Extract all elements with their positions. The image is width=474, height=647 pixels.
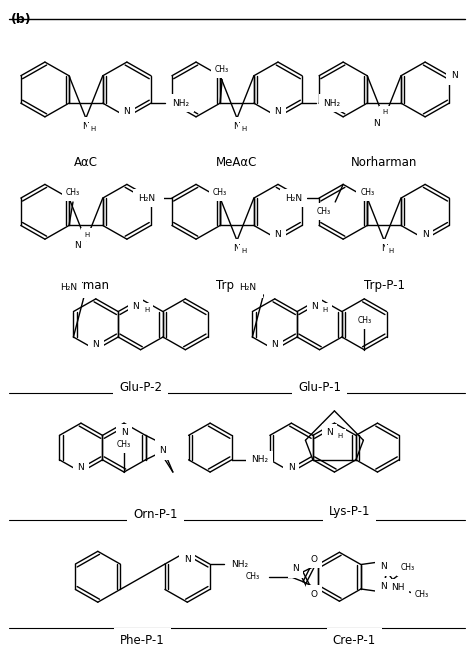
Text: H: H — [241, 126, 246, 132]
Text: NH₂: NH₂ — [231, 560, 248, 569]
Text: N: N — [381, 244, 388, 253]
Text: N: N — [274, 107, 282, 116]
Text: AαC: AαC — [74, 157, 98, 170]
Text: Trp-P-1: Trp-P-1 — [364, 279, 405, 292]
Text: Harman: Harman — [63, 279, 109, 292]
Text: N: N — [451, 71, 457, 80]
Text: O: O — [311, 555, 318, 564]
Text: N: N — [234, 122, 240, 131]
Text: N: N — [274, 230, 282, 239]
Text: Phe-P-1: Phe-P-1 — [120, 634, 165, 647]
Text: Trp-P-2: Trp-P-2 — [217, 279, 257, 292]
Text: Lys-P-1: Lys-P-1 — [328, 505, 370, 518]
Text: N: N — [373, 118, 380, 127]
Text: H: H — [389, 248, 394, 254]
Text: H₂N: H₂N — [239, 283, 256, 292]
Text: O: O — [311, 589, 318, 598]
Text: H₂N: H₂N — [285, 193, 302, 203]
Text: N: N — [311, 302, 318, 311]
Text: Norharman: Norharman — [351, 157, 417, 170]
Text: H: H — [241, 248, 246, 254]
Text: N: N — [288, 463, 295, 472]
Text: MeAαC: MeAαC — [216, 157, 258, 170]
Text: CH₃: CH₃ — [357, 316, 371, 325]
Text: NH₂: NH₂ — [323, 98, 340, 107]
Text: CH₃: CH₃ — [360, 188, 374, 197]
Text: N: N — [292, 564, 299, 573]
Text: H: H — [144, 307, 149, 313]
Text: N: N — [422, 230, 428, 239]
Text: N: N — [326, 428, 333, 437]
Text: CH₃: CH₃ — [246, 572, 260, 581]
Text: N: N — [159, 446, 166, 455]
Text: N: N — [74, 241, 82, 250]
Text: N: N — [153, 193, 159, 203]
Text: Glu-P-1: Glu-P-1 — [298, 381, 341, 395]
Text: CH₃: CH₃ — [316, 207, 330, 216]
Text: CH₃: CH₃ — [66, 188, 80, 197]
Text: Glu-P-2: Glu-P-2 — [119, 381, 162, 395]
Text: H: H — [383, 109, 388, 115]
Text: N: N — [272, 340, 278, 349]
Text: N: N — [184, 554, 191, 564]
Text: NH₂: NH₂ — [172, 98, 190, 107]
Text: N: N — [121, 428, 128, 437]
Text: N: N — [380, 582, 387, 591]
Text: NH: NH — [392, 583, 405, 592]
Text: N: N — [82, 122, 89, 131]
Text: N: N — [380, 562, 387, 571]
Text: Cre-P-1: Cre-P-1 — [333, 634, 376, 647]
Text: N: N — [78, 463, 84, 472]
Text: H₂N: H₂N — [138, 193, 155, 203]
Text: CH₃: CH₃ — [213, 188, 227, 197]
Text: H: H — [338, 433, 343, 439]
Text: N: N — [132, 302, 139, 311]
Text: N: N — [234, 244, 240, 253]
Text: NH₂: NH₂ — [251, 455, 268, 465]
Text: H₂N: H₂N — [60, 283, 77, 292]
Text: CH₃: CH₃ — [415, 590, 429, 599]
Text: Orn-P-1: Orn-P-1 — [133, 508, 178, 521]
Text: N: N — [124, 107, 130, 116]
Text: CH₃: CH₃ — [401, 564, 415, 573]
Text: H: H — [84, 232, 90, 237]
Text: H: H — [323, 307, 328, 313]
Text: CH₃: CH₃ — [117, 440, 131, 449]
Text: N: N — [159, 443, 166, 452]
Text: N: N — [92, 340, 99, 349]
Text: H: H — [90, 126, 95, 132]
Text: (b): (b) — [11, 12, 32, 25]
Text: CH₃: CH₃ — [215, 65, 229, 74]
